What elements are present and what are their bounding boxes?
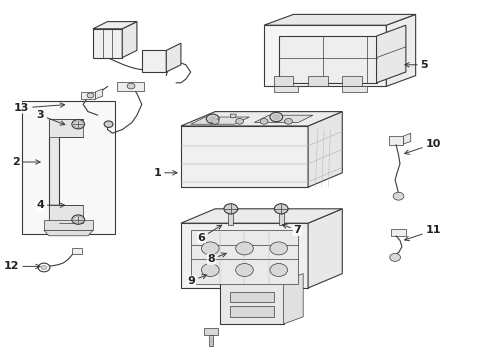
Polygon shape — [181, 112, 342, 126]
Circle shape — [235, 242, 253, 255]
Polygon shape — [190, 230, 298, 284]
Text: 2: 2 — [12, 157, 40, 167]
Polygon shape — [181, 209, 342, 223]
Polygon shape — [342, 76, 361, 86]
Text: 13: 13 — [14, 103, 64, 113]
Polygon shape — [230, 114, 236, 118]
Circle shape — [389, 253, 400, 261]
Circle shape — [260, 118, 267, 124]
Circle shape — [87, 93, 94, 98]
Text: 4: 4 — [36, 200, 64, 210]
Polygon shape — [44, 230, 93, 236]
Circle shape — [41, 265, 47, 270]
Circle shape — [206, 114, 219, 123]
Circle shape — [38, 263, 50, 272]
Polygon shape — [273, 86, 298, 92]
Polygon shape — [142, 50, 166, 72]
Circle shape — [235, 118, 243, 124]
Polygon shape — [228, 211, 233, 225]
Polygon shape — [283, 274, 303, 324]
Polygon shape — [376, 25, 405, 83]
Text: 11: 11 — [404, 225, 440, 241]
Text: 12: 12 — [4, 261, 40, 271]
Circle shape — [201, 242, 219, 255]
Polygon shape — [229, 292, 273, 302]
Circle shape — [272, 114, 279, 120]
Polygon shape — [204, 328, 217, 335]
Polygon shape — [278, 211, 283, 225]
Circle shape — [127, 83, 135, 89]
Polygon shape — [72, 248, 82, 254]
Circle shape — [284, 118, 292, 124]
Polygon shape — [95, 89, 102, 99]
Polygon shape — [208, 335, 213, 346]
Text: 7: 7 — [282, 224, 301, 235]
Text: 10: 10 — [404, 139, 440, 154]
Text: 5: 5 — [404, 60, 427, 70]
Polygon shape — [307, 76, 327, 86]
Polygon shape — [342, 86, 366, 92]
Polygon shape — [22, 101, 115, 234]
Polygon shape — [117, 82, 144, 91]
Text: 6: 6 — [197, 225, 221, 243]
Polygon shape — [93, 22, 137, 29]
Polygon shape — [278, 36, 376, 83]
Polygon shape — [122, 22, 137, 58]
Polygon shape — [81, 92, 95, 99]
Circle shape — [392, 192, 403, 200]
Polygon shape — [49, 119, 59, 223]
Polygon shape — [388, 136, 403, 145]
Text: 9: 9 — [187, 275, 206, 286]
Polygon shape — [44, 220, 93, 230]
Text: 8: 8 — [207, 253, 226, 264]
Polygon shape — [403, 133, 410, 144]
Circle shape — [274, 204, 287, 214]
Text: 3: 3 — [36, 110, 65, 125]
Polygon shape — [220, 281, 283, 324]
Text: 1: 1 — [153, 168, 177, 178]
Polygon shape — [307, 209, 342, 288]
Circle shape — [235, 264, 253, 276]
Circle shape — [104, 121, 113, 127]
Circle shape — [269, 264, 287, 276]
Circle shape — [72, 120, 84, 129]
Polygon shape — [93, 29, 122, 58]
Polygon shape — [166, 43, 181, 72]
Circle shape — [209, 116, 216, 121]
Polygon shape — [386, 14, 415, 86]
Polygon shape — [49, 119, 83, 137]
Polygon shape — [229, 306, 273, 317]
Polygon shape — [390, 229, 405, 236]
Circle shape — [201, 264, 219, 276]
Circle shape — [269, 112, 282, 122]
Circle shape — [224, 204, 237, 214]
Polygon shape — [307, 112, 342, 187]
Polygon shape — [264, 14, 415, 25]
Circle shape — [269, 242, 287, 255]
Circle shape — [211, 118, 219, 124]
Circle shape — [72, 215, 84, 224]
Polygon shape — [181, 126, 307, 187]
Polygon shape — [190, 117, 249, 124]
Polygon shape — [273, 76, 293, 86]
Polygon shape — [264, 25, 386, 86]
Polygon shape — [49, 205, 83, 223]
Polygon shape — [181, 223, 307, 288]
Polygon shape — [254, 115, 312, 122]
